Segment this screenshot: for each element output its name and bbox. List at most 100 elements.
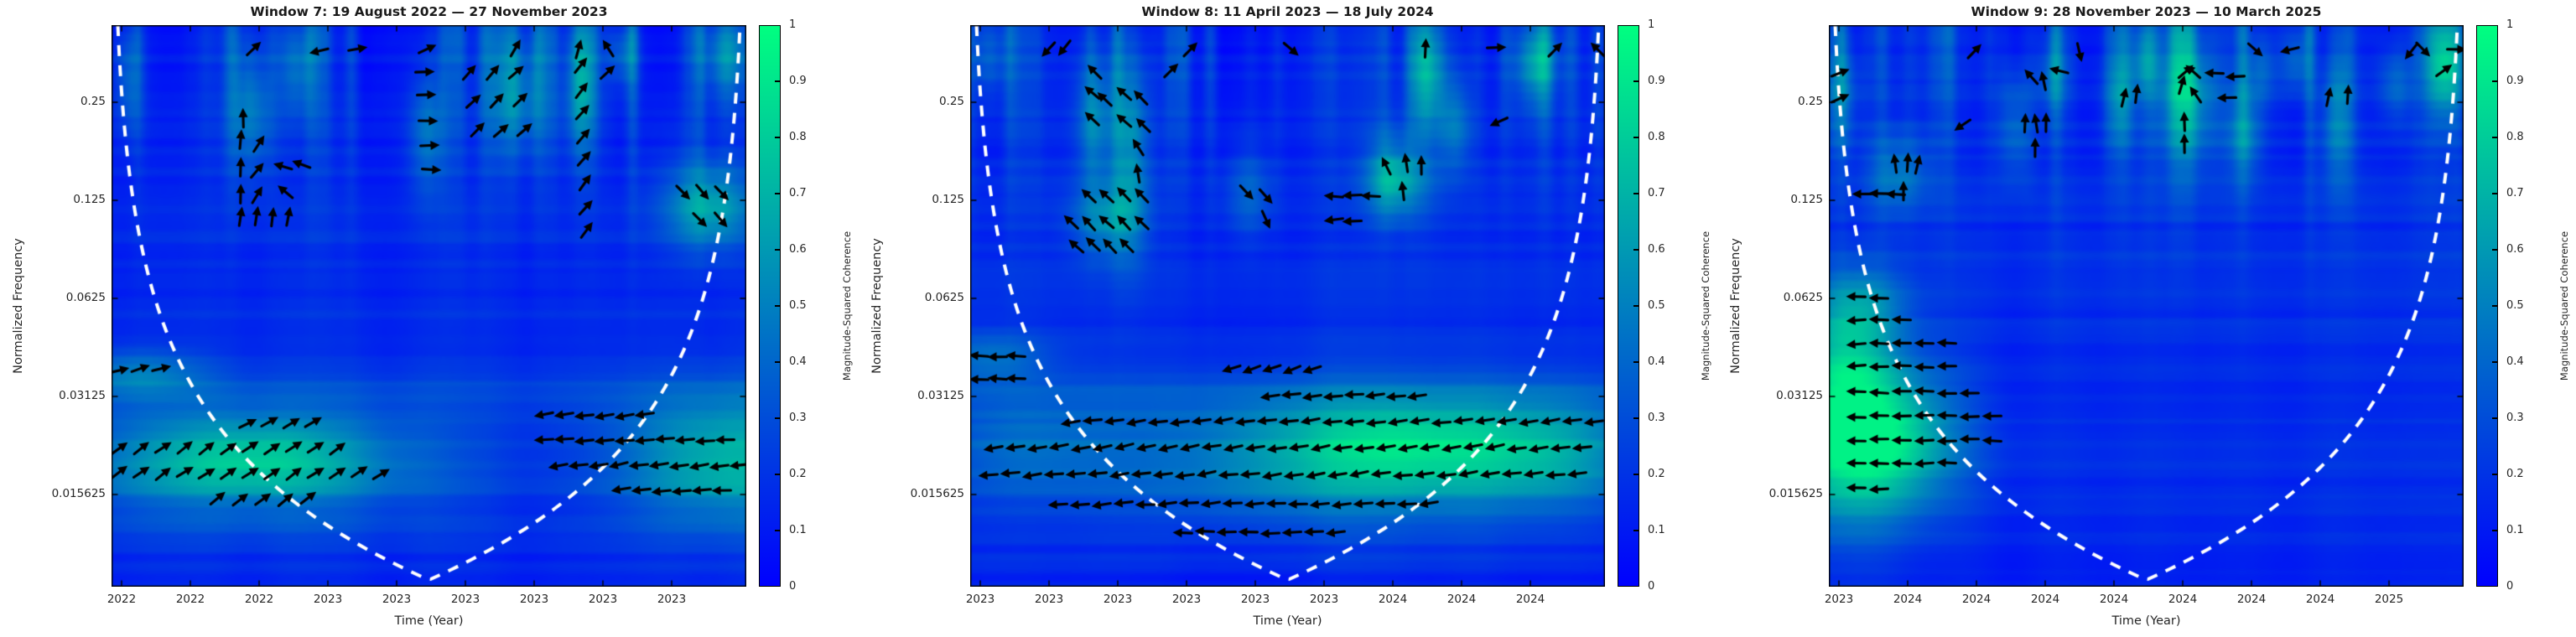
- colorbar-tick: [2492, 193, 2497, 194]
- x-tick-label: 2024: [1893, 593, 1923, 606]
- colorbar-tick-label: 0.2: [789, 468, 807, 480]
- colorbar-tick: [775, 305, 780, 307]
- x-tick-label: 2025: [2374, 593, 2404, 606]
- x-tick-label: 2024: [1378, 593, 1408, 606]
- x-tick-label: 2023: [382, 593, 412, 606]
- x-tick-label: 2023: [1240, 593, 1270, 606]
- x-tick-label: 2023: [313, 593, 343, 606]
- colorbar-tick: [2492, 137, 2497, 138]
- colorbar-tick: [775, 137, 780, 138]
- colorbar-tick-label: 0.1: [1648, 524, 1665, 536]
- colorbar-tick-label: 0.3: [1648, 412, 1665, 424]
- colorbar-tick-label: 1: [2506, 18, 2514, 31]
- colorbar-label: Magnitude-Squared Coherence: [1700, 230, 1711, 381]
- x-tick-label: 2023: [965, 593, 995, 606]
- x-axis-label: Time (Year): [1253, 614, 1322, 628]
- y-tick-label: 0.25: [1797, 95, 1823, 108]
- y-tick-label: 0.125: [932, 193, 964, 206]
- coherence-panel-window7: Window 7: 19 August 2022 — 27 November 2…: [0, 0, 859, 637]
- colorbar-tick-label: 0: [1648, 580, 1655, 593]
- x-tick-label: 2024: [2030, 593, 2060, 606]
- colorbar-tick-label: 0.1: [789, 524, 807, 536]
- y-tick-label: 0.0625: [924, 291, 964, 304]
- colorbar-tick-label: 0.7: [789, 187, 807, 199]
- x-tick-label: 2023: [1171, 593, 1202, 606]
- x-tick-label: 2024: [1446, 593, 1477, 606]
- colorbar-tick: [2492, 249, 2497, 251]
- colorbar-tick: [1633, 417, 1639, 419]
- x-tick-label: 2023: [1309, 593, 1339, 606]
- y-tick-label: 0.0625: [65, 291, 106, 304]
- colorbar-tick: [2492, 305, 2497, 307]
- x-tick-label: 2024: [1515, 593, 1545, 606]
- x-tick-label: 2023: [657, 593, 687, 606]
- panel-title: Window 8: 11 April 2023 — 18 July 2024: [1141, 4, 1434, 19]
- x-tick-label: 2024: [1961, 593, 1992, 606]
- colorbar-tick-label: 1: [1648, 18, 1655, 31]
- colorbar-tick: [2492, 417, 2497, 419]
- colorbar-tick-label: 0.6: [2506, 243, 2524, 256]
- coherence-heatmap-canvas: [970, 25, 1605, 587]
- y-tick-label: 0.03125: [1776, 389, 1823, 402]
- colorbar-tick-label: 0: [789, 580, 797, 593]
- y-tick-label: 0.0625: [1783, 291, 1823, 304]
- panel-title: Window 9: 28 November 2023 — 10 March 20…: [1971, 4, 2322, 19]
- colorbar-tick-label: 0.2: [2506, 468, 2524, 480]
- colorbar-tick: [2492, 361, 2497, 363]
- x-tick-label: 2023: [1034, 593, 1064, 606]
- x-tick-label: 2022: [244, 593, 274, 606]
- colorbar-tick-label: 0.9: [1648, 75, 1665, 87]
- coherence-heatmap-canvas: [112, 25, 746, 587]
- colorbar-tick-label: 0.2: [1648, 468, 1665, 480]
- colorbar-tick: [775, 530, 780, 531]
- y-axis-label: Normalized Frequency: [870, 238, 884, 374]
- colorbar-tick-label: 0.5: [2506, 299, 2524, 312]
- colorbar-tick-label: 0.7: [2506, 187, 2524, 199]
- colorbar-tick: [775, 249, 780, 251]
- colorbar-tick-label: 0.3: [789, 412, 807, 424]
- y-axis-label: Normalized Frequency: [12, 238, 25, 374]
- y-axis-label: Normalized Frequency: [1729, 238, 1742, 374]
- colorbar-tick-label: 0.4: [1648, 355, 1665, 368]
- colorbar-tick-label: 0: [2506, 580, 2514, 593]
- colorbar-tick: [2492, 530, 2497, 531]
- colorbar-tick-label: 0.4: [2506, 355, 2524, 368]
- x-tick-label: 2023: [588, 593, 618, 606]
- colorbar-tick: [1633, 137, 1639, 138]
- colorbar-tick: [1633, 530, 1639, 531]
- colorbar-tick-label: 0.8: [2506, 131, 2524, 143]
- colorbar-tick-label: 0.8: [1648, 131, 1665, 143]
- y-tick-label: 0.25: [80, 95, 106, 108]
- y-tick-label: 0.125: [1790, 193, 1823, 206]
- colorbar-label: Magnitude-Squared Coherence: [2558, 230, 2570, 381]
- y-tick-label: 0.125: [73, 193, 106, 206]
- x-tick-label: 2023: [450, 593, 480, 606]
- y-tick-label: 0.015625: [910, 487, 964, 500]
- colorbar-tick-label: 0.9: [789, 75, 807, 87]
- x-tick-label: 2024: [2099, 593, 2129, 606]
- colorbar-tick: [2492, 80, 2497, 82]
- colorbar-tick-label: 0.6: [1648, 243, 1665, 256]
- colorbar-tick: [1633, 474, 1639, 475]
- panel-title: Window 7: 19 August 2022 — 27 November 2…: [250, 4, 608, 19]
- x-tick-label: 2024: [2168, 593, 2198, 606]
- x-axis-label: Time (Year): [2111, 614, 2181, 628]
- x-tick-label: 2024: [2236, 593, 2267, 606]
- colorbar-tick: [775, 417, 780, 419]
- colorbar-tick: [1633, 305, 1639, 307]
- colorbar-tick-label: 0.9: [2506, 75, 2524, 87]
- colorbar-tick-label: 0.8: [789, 131, 807, 143]
- x-tick-label: 2023: [519, 593, 549, 606]
- x-tick-label: 2023: [1103, 593, 1133, 606]
- x-axis-label: Time (Year): [394, 614, 464, 628]
- colorbar-tick: [1633, 193, 1639, 194]
- y-tick-label: 0.25: [938, 95, 964, 108]
- y-tick-label: 0.015625: [51, 487, 106, 500]
- colorbar-label: Magnitude-Squared Coherence: [841, 230, 853, 381]
- colorbar-tick-label: 0.5: [1648, 299, 1665, 312]
- colorbar-tick-label: 0.5: [789, 299, 807, 312]
- y-tick-label: 0.03125: [917, 389, 964, 402]
- x-tick-label: 2022: [106, 593, 137, 606]
- colorbar-tick-label: 0.4: [789, 355, 807, 368]
